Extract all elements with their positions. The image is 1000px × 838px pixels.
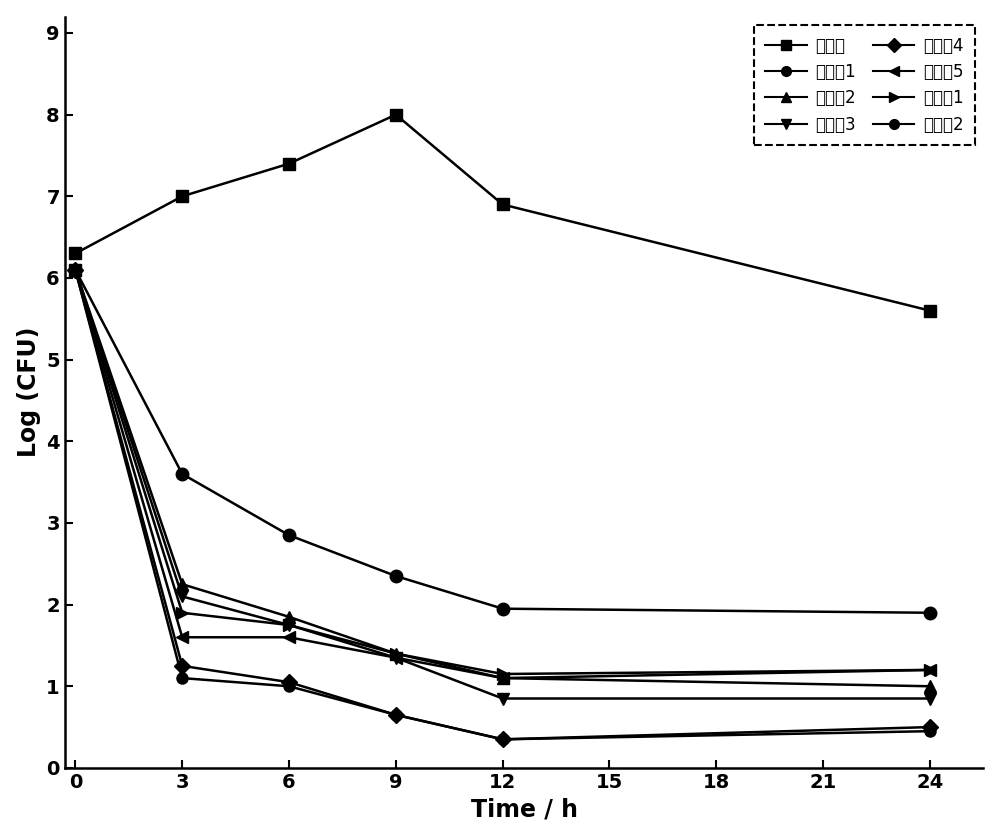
实施例5 bbox=[283, 632, 295, 642]
对比例1 bbox=[497, 669, 509, 679]
Line: 空白组: 空白组 bbox=[69, 108, 936, 317]
实施例1 bbox=[283, 530, 295, 541]
实施例5 bbox=[176, 632, 188, 642]
实施例2 bbox=[176, 579, 188, 589]
实施例5 bbox=[390, 653, 402, 663]
Line: 对比例1: 对比例1 bbox=[69, 264, 936, 680]
对比例2 bbox=[283, 681, 295, 691]
空白组 bbox=[283, 158, 295, 168]
实施例5 bbox=[497, 673, 509, 683]
实施例2 bbox=[283, 612, 295, 622]
对比例2 bbox=[69, 265, 81, 275]
对比例1 bbox=[69, 265, 81, 275]
实施例3 bbox=[390, 653, 402, 663]
实施例4 bbox=[283, 677, 295, 687]
实施例1 bbox=[390, 571, 402, 581]
Legend: 空白组, 实施例1, 实施例2, 实施例3, 实施例4, 实施例5, 对比例1, 对比例2: 空白组, 实施例1, 实施例2, 实施例3, 实施例4, 实施例5, 对比例1,… bbox=[754, 25, 975, 145]
实施例4 bbox=[497, 734, 509, 744]
实施例2 bbox=[924, 681, 936, 691]
对比例1 bbox=[390, 649, 402, 659]
实施例1 bbox=[176, 469, 188, 479]
Line: 实施例5: 实施例5 bbox=[69, 264, 936, 685]
空白组 bbox=[390, 110, 402, 120]
对比例1 bbox=[283, 620, 295, 630]
实施例4 bbox=[390, 710, 402, 720]
实施例3 bbox=[283, 620, 295, 630]
实施例5 bbox=[69, 265, 81, 275]
Line: 实施例2: 实施例2 bbox=[69, 264, 936, 692]
实施例2 bbox=[69, 265, 81, 275]
Line: 对比例2: 对比例2 bbox=[70, 264, 935, 745]
实施例5 bbox=[924, 665, 936, 675]
实施例3 bbox=[69, 265, 81, 275]
实施例1 bbox=[924, 608, 936, 618]
实施例4 bbox=[924, 722, 936, 732]
实施例4 bbox=[176, 661, 188, 671]
实施例3 bbox=[497, 694, 509, 704]
Line: 实施例1: 实施例1 bbox=[69, 264, 936, 619]
对比例2 bbox=[497, 734, 509, 744]
实施例1 bbox=[69, 265, 81, 275]
实施例2 bbox=[497, 673, 509, 683]
实施例3 bbox=[176, 592, 188, 602]
Y-axis label: Log (CFU): Log (CFU) bbox=[17, 327, 41, 458]
Line: 实施例3: 实施例3 bbox=[69, 264, 936, 705]
实施例2 bbox=[390, 649, 402, 659]
空白组 bbox=[69, 248, 81, 258]
对比例1 bbox=[924, 665, 936, 675]
空白组 bbox=[497, 199, 509, 210]
对比例2 bbox=[176, 673, 188, 683]
实施例3 bbox=[924, 694, 936, 704]
对比例1 bbox=[176, 608, 188, 618]
Line: 实施例4: 实施例4 bbox=[70, 264, 935, 745]
对比例2 bbox=[924, 727, 936, 737]
实施例4 bbox=[69, 265, 81, 275]
空白组 bbox=[924, 306, 936, 316]
空白组 bbox=[176, 191, 188, 201]
对比例2 bbox=[390, 710, 402, 720]
实施例1 bbox=[497, 603, 509, 613]
X-axis label: Time / h: Time / h bbox=[471, 797, 578, 821]
